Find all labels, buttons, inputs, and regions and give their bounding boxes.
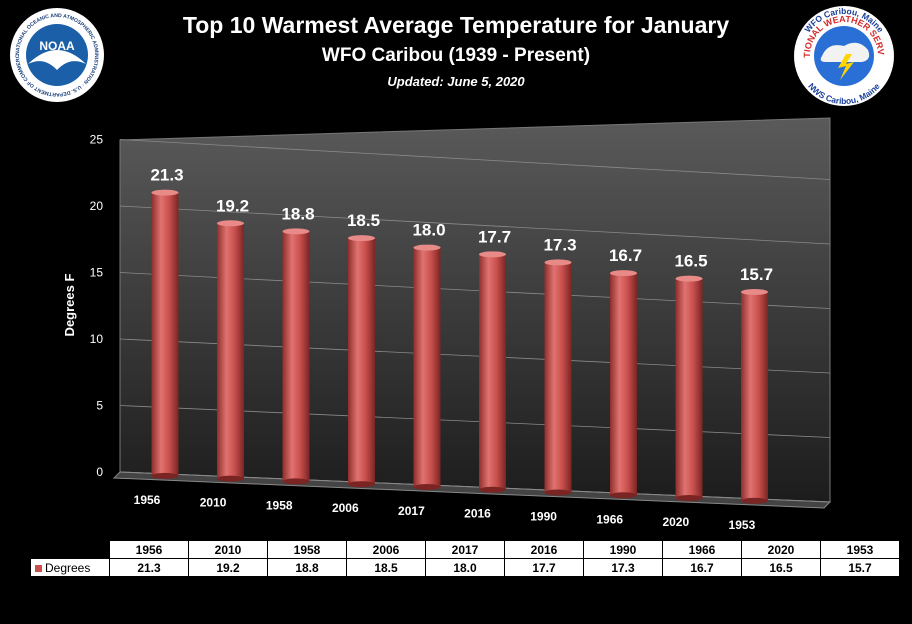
y-tick-label: 25 [90, 133, 104, 147]
x-tick-label: 1966 [596, 512, 623, 526]
bar-base [151, 472, 179, 479]
x-tick-label: 1953 [729, 518, 756, 532]
chart-title: Top 10 Warmest Average Temperature for J… [182, 12, 730, 38]
bar-top [741, 288, 768, 295]
noaa-logo-text: NOAA [39, 39, 75, 53]
bar [610, 273, 637, 496]
table-value-cell: 18.5 [346, 558, 426, 577]
bar [413, 247, 441, 487]
bar-top [217, 220, 244, 227]
x-axis-ticks: 1956 2010 1958 2006 2017 2016 1990 1966 2020 1953 [134, 493, 756, 532]
bar-top [675, 275, 703, 282]
gridline [119, 205, 831, 245]
bar-base [413, 483, 441, 490]
bar-base [217, 475, 244, 482]
data-label: 15.7 [740, 265, 773, 284]
x-tick-label: 2010 [200, 496, 227, 510]
gridline [119, 139, 831, 180]
x-tick-label: 2020 [662, 515, 689, 529]
bar [217, 223, 244, 479]
noaa-logo: NOAA NATIONAL OCEANIC AND ATMOSPHERIC AD… [8, 6, 104, 102]
y-tick-label: 5 [96, 399, 103, 413]
bar-chart: 0 5 10 15 20 25 Degrees F 21.3 19.2 18.8 18.5 18.… [62, 117, 832, 532]
data-table: 1956 2010 1958 2006 2017 2016 1990 1966 2020 1953… [30, 540, 900, 577]
bar-top [151, 189, 179, 196]
x-tick-label: 1990 [530, 510, 557, 524]
data-labels: 21.3 19.2 18.8 18.5 18.0 17.7 17.3 16.7 16.5 15.7 [150, 166, 773, 284]
updated-date: Updated: June 5, 2020 [387, 74, 525, 89]
bar [151, 192, 179, 476]
table-header-cell: 2006 [346, 540, 426, 559]
bar-top [413, 244, 441, 251]
table-header-cell: 2010 [188, 540, 268, 559]
bar-base [348, 481, 375, 488]
data-label: 18.8 [281, 204, 314, 223]
bar-top [544, 259, 572, 266]
data-label: 16.7 [609, 246, 642, 265]
bar-base [479, 486, 506, 493]
y-tick-label: 10 [90, 332, 104, 346]
data-label: 18.0 [412, 221, 445, 240]
bar [741, 291, 768, 501]
bar-base [675, 495, 703, 502]
x-tick-label: 2006 [332, 501, 359, 515]
table-header-cell: 1956 [109, 540, 189, 559]
x-tick-label: 1956 [134, 493, 161, 507]
bar [479, 254, 506, 490]
series-name: Degrees [45, 560, 91, 575]
table-value-cell: 17.7 [504, 558, 584, 577]
table-header-cell: 1966 [662, 540, 742, 559]
table-header-cell: 2016 [504, 540, 584, 559]
nws-logo: WFO Caribou, Maine NATIONAL WEATHER SERV… [788, 4, 894, 106]
bar-top [282, 228, 310, 235]
data-label: 21.3 [150, 166, 183, 185]
data-label: 18.5 [347, 211, 380, 230]
table-header-cell: 1958 [267, 540, 347, 559]
table-value-cell: 16.7 [662, 558, 742, 577]
bar-base [282, 478, 310, 485]
table-value-cell: 19.2 [188, 558, 268, 577]
bar-top [479, 251, 506, 258]
x-tick-label: 2016 [464, 507, 491, 521]
x-tick-label: 1958 [266, 498, 293, 512]
data-label: 17.7 [478, 227, 511, 246]
bar [675, 278, 703, 499]
table-value-cell: 21.3 [109, 558, 189, 577]
table-corner [30, 540, 110, 559]
data-label: 16.5 [674, 252, 707, 271]
series-swatch [35, 564, 42, 572]
x-tick-label: 2017 [398, 504, 425, 518]
y-tick-label: 20 [90, 199, 104, 213]
y-axis-ticks: 0 5 10 15 20 25 [90, 133, 104, 480]
table-value-cell: 18.8 [267, 558, 347, 577]
table-header-cell: 1990 [583, 540, 663, 559]
y-axis-label: Degrees F [62, 274, 77, 337]
chart-subtitle: WFO Caribou (1939 - Present) [321, 45, 591, 66]
table-header-cell: 2020 [741, 540, 821, 559]
table-value-cell: 16.5 [741, 558, 821, 577]
bar-base [741, 497, 768, 504]
table-header-cell: 1953 [820, 540, 900, 559]
table-value-cell: 15.7 [820, 558, 900, 577]
table-value-cell: 17.3 [583, 558, 663, 577]
bar [544, 262, 572, 493]
y-tick-label: 15 [90, 266, 104, 280]
table-value-cell: 18.0 [425, 558, 505, 577]
y-tick-label: 0 [96, 465, 103, 479]
table-header-cell: 2017 [425, 540, 505, 559]
bar [282, 231, 310, 482]
table-row-label: Degrees [30, 558, 110, 577]
bar-top [610, 270, 637, 277]
data-label: 17.3 [543, 235, 576, 254]
bar [348, 238, 375, 485]
bars [151, 189, 768, 504]
data-label: 19.2 [216, 196, 249, 215]
bar-base [544, 489, 572, 496]
bar-top [348, 235, 375, 242]
bar-base [610, 492, 637, 499]
